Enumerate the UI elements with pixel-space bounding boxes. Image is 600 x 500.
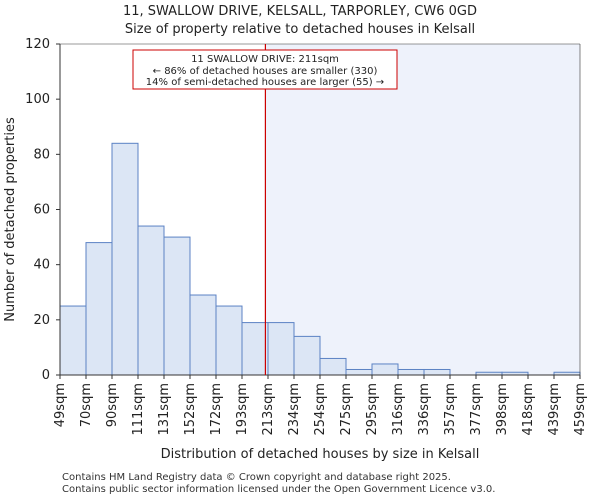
bar-49sqm: [59, 305, 87, 376]
x-tick-label: 193sqm: [235, 383, 250, 436]
y-tick-label: 60: [33, 203, 50, 218]
x-tick-label: 459sqm: [573, 383, 588, 436]
highlight-region: [265, 44, 580, 375]
footer-land-registry: Contains HM Land Registry data © Crown c…: [62, 472, 451, 483]
x-tick-label: 172sqm: [209, 383, 224, 436]
chart-title-address: 11, SWALLOW DRIVE, KELSALL, TARPORLEY, C…: [122, 4, 477, 19]
x-tick-label: 418sqm: [521, 383, 536, 436]
x-tick-label: 398sqm: [495, 383, 510, 436]
annotation-larger: 14% of semi-detached houses are larger (…: [146, 77, 384, 88]
y-tick-label: 40: [33, 258, 50, 273]
x-tick-label: 49sqm: [53, 383, 68, 427]
x-tick-label: 70sqm: [79, 383, 94, 427]
x-tick-label: 439sqm: [547, 383, 562, 436]
annotation-title: 11 SWALLOW DRIVE: 211sqm: [191, 54, 339, 65]
x-tick-label: 152sqm: [183, 383, 198, 436]
x-tick-label: 111sqm: [131, 383, 146, 436]
x-tick-label: 234sqm: [287, 383, 302, 436]
bar-111sqm: [137, 225, 165, 376]
bar-131sqm: [163, 236, 191, 376]
x-tick-label: 275sqm: [339, 383, 354, 436]
y-axis-title: Number of detached properties: [3, 117, 18, 322]
annotation-box: [132, 49, 398, 90]
x-tick-label: 254sqm: [313, 383, 328, 436]
y-tick-label: 80: [33, 147, 50, 162]
y-tick-label: 100: [25, 92, 50, 107]
bar-70sqm: [85, 242, 113, 376]
bar-90sqm: [111, 142, 139, 376]
x-axis-title: Distribution of detached houses by size …: [161, 447, 480, 462]
bar-193sqm: [241, 322, 269, 376]
y-tick-label: 120: [25, 37, 50, 52]
bar-295sqm: [371, 363, 399, 376]
bar-275sqm: [345, 368, 373, 376]
footer-licence: Contains public sector information licen…: [62, 484, 496, 495]
annotation-smaller: ← 86% of detached houses are smaller (33…: [153, 66, 378, 77]
x-tick-label: 377sqm: [469, 383, 484, 436]
x-tick-label: 295sqm: [365, 383, 380, 436]
x-tick-label: 316sqm: [391, 383, 406, 436]
bar-213sqm: [267, 322, 295, 376]
bar-336sqm: [423, 368, 451, 376]
x-tick-label: 357sqm: [443, 383, 458, 436]
bar-316sqm: [397, 368, 425, 376]
y-tick-label: 20: [33, 313, 50, 328]
bar-172sqm: [215, 305, 243, 376]
bar-254sqm: [319, 357, 347, 376]
x-tick-label: 213sqm: [261, 383, 276, 436]
bar-234sqm: [293, 335, 321, 376]
chart-title: Size of property relative to detached ho…: [124, 22, 476, 37]
x-tick-label: 90sqm: [105, 383, 120, 427]
bar-152sqm: [189, 294, 217, 376]
x-tick-label: 336sqm: [417, 383, 432, 436]
y-tick-label: 0: [42, 368, 50, 383]
x-tick-label: 131sqm: [157, 383, 172, 436]
